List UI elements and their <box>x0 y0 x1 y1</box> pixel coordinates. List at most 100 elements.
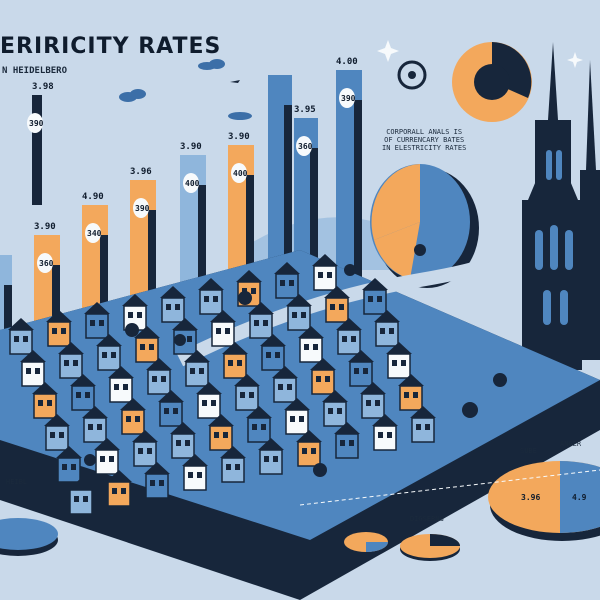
house <box>171 433 195 459</box>
house-roof <box>274 262 300 274</box>
house-roof <box>170 422 196 434</box>
house <box>47 321 71 347</box>
bottom-left-label: HEIBL <box>6 478 28 486</box>
house <box>337 329 361 355</box>
pie-right-label-left: SUBE <box>520 447 537 455</box>
house-roof <box>146 358 172 370</box>
house-window <box>114 384 119 390</box>
house-window <box>280 280 285 286</box>
house-window <box>378 432 383 438</box>
house-window <box>211 400 216 406</box>
bar-value-text: 360 <box>298 142 313 151</box>
pie-chart-bottom-left <box>0 518 58 556</box>
bar-value-text: 400 <box>185 179 200 188</box>
house-window <box>99 320 104 326</box>
house-window <box>152 376 157 382</box>
house-roof <box>372 414 398 426</box>
house-window <box>401 360 406 366</box>
house-roof <box>322 390 348 402</box>
house-window <box>330 304 335 310</box>
house-window <box>252 424 257 430</box>
house-window <box>126 416 131 422</box>
house-window <box>273 456 278 462</box>
house <box>83 417 107 443</box>
bar-badge <box>37 253 53 273</box>
house-window <box>197 472 202 478</box>
house <box>285 409 309 435</box>
house-window <box>339 304 344 310</box>
house <box>107 481 131 507</box>
house <box>145 473 169 499</box>
house-window <box>159 480 164 486</box>
bird-icon <box>230 80 240 83</box>
house-window <box>301 312 306 318</box>
house-window <box>161 376 166 382</box>
house-roof <box>348 350 374 362</box>
house-window <box>138 448 143 454</box>
house-roof <box>108 366 134 378</box>
bar-shadow <box>284 105 292 365</box>
bar-label: 3.90 <box>180 142 202 152</box>
house-window <box>23 336 28 342</box>
cathedral-windows <box>535 150 573 325</box>
pie-right-right-value: 4.9 <box>572 493 587 502</box>
house-window <box>214 432 219 438</box>
house-window <box>290 416 295 422</box>
house <box>223 353 247 379</box>
pie-right-left-value: 3.96 <box>521 493 540 502</box>
star-icon <box>377 40 399 62</box>
house-window <box>147 448 152 454</box>
house-window <box>176 440 181 446</box>
house-roof <box>44 414 70 426</box>
house <box>335 433 359 459</box>
house-window <box>349 440 354 446</box>
house-window <box>304 344 309 350</box>
house-window <box>128 312 133 318</box>
house-window <box>90 320 95 326</box>
house-window <box>368 296 373 302</box>
house <box>211 321 235 347</box>
house-window <box>47 400 52 406</box>
house-window <box>187 336 192 342</box>
house-window <box>190 368 195 374</box>
pie-chart-large <box>370 164 479 288</box>
house-window <box>100 456 105 462</box>
house-window <box>228 360 233 366</box>
house-window <box>35 368 40 374</box>
house-window <box>38 400 43 406</box>
house-window <box>404 392 409 398</box>
house <box>199 289 223 315</box>
house <box>297 441 321 467</box>
house-roof <box>286 294 312 306</box>
house-roof <box>310 358 336 370</box>
house-roof <box>198 278 224 290</box>
house-roof <box>324 286 350 298</box>
house-window <box>342 336 347 342</box>
star-icon <box>567 52 583 68</box>
house-window <box>226 464 231 470</box>
house-window <box>121 488 126 494</box>
house-window <box>389 328 394 334</box>
bar-shadow <box>198 185 206 345</box>
house <box>259 449 283 475</box>
bottom-center-label: DIGSERNG <box>410 515 444 523</box>
house-window <box>380 328 385 334</box>
house-window <box>292 312 297 318</box>
house-roof <box>120 398 146 410</box>
house-roof <box>312 254 338 266</box>
house <box>249 313 273 339</box>
house <box>411 417 435 443</box>
house-window <box>266 352 271 358</box>
house-roof <box>20 350 46 362</box>
house-window <box>261 424 266 430</box>
house <box>97 345 121 371</box>
house-roof <box>32 382 58 394</box>
house-window <box>149 344 154 350</box>
house-window <box>242 288 247 294</box>
house-roof <box>172 318 198 330</box>
city-ground <box>0 250 600 540</box>
bar-label: 3.95 <box>294 105 316 115</box>
house-window <box>387 432 392 438</box>
river <box>176 251 509 367</box>
